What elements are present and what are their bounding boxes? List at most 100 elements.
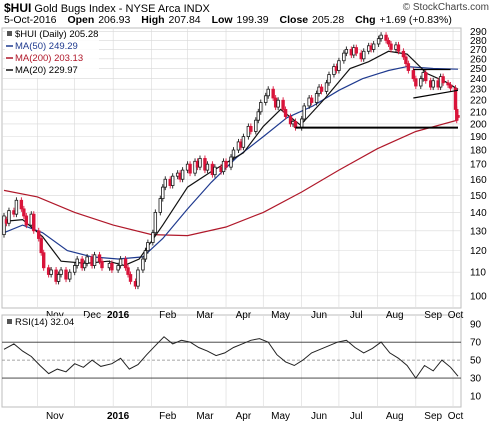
candle-body	[446, 82, 450, 86]
index-name: Gold Bugs Index - NYSE Arca INDX	[34, 3, 210, 15]
candle-body	[293, 121, 298, 129]
candle-body	[37, 230, 41, 239]
candle-body	[389, 43, 393, 50]
y-tick-label: 130	[470, 226, 487, 237]
low-label: Low	[211, 14, 233, 26]
rsi-y-tick-label: 30	[470, 374, 482, 385]
x-tick-label: 2016	[107, 310, 130, 321]
legend-rsi: RSI(14) 32.04	[15, 317, 74, 328]
candle-body	[379, 34, 383, 40]
candle-body	[302, 105, 306, 120]
open-label: Open	[67, 14, 95, 26]
close-label: Close	[279, 14, 309, 26]
high-value: 207.84	[168, 14, 201, 26]
candle-body	[404, 56, 408, 65]
candle-body	[249, 125, 253, 132]
quote-date: 5-Oct-2016	[4, 14, 57, 26]
candle-body	[41, 252, 46, 269]
legend-ma50: MA(50) 249.29	[15, 41, 78, 52]
grid	[2, 29, 461, 406]
candle-body	[82, 262, 87, 269]
candle-body	[116, 265, 120, 271]
x-tick-label: Aug	[386, 310, 404, 321]
candle-body	[401, 50, 406, 58]
candle-body	[406, 63, 411, 71]
rsi-y-tick-label: 50	[470, 356, 482, 367]
candle-body	[456, 115, 460, 118]
candle-body	[75, 258, 79, 266]
candle-body	[136, 269, 140, 287]
rsi-panel-frame	[1, 314, 462, 408]
y-tick-label: 270	[470, 45, 487, 56]
candle-body	[396, 44, 401, 52]
candle-body	[411, 70, 416, 80]
candle-body	[283, 109, 288, 117]
candle-body	[24, 215, 29, 226]
candle-body	[97, 254, 102, 262]
y-tick-label: 210	[470, 107, 487, 118]
rsi-y-tick-label: 10	[470, 392, 482, 403]
y-tick-label: 190	[470, 132, 487, 143]
annotations	[295, 68, 459, 129]
candle-body	[19, 199, 24, 210]
y-tick-label: 250	[470, 64, 487, 75]
y-tick-label: 240	[470, 74, 487, 85]
candle-body	[254, 119, 258, 132]
rsi-x-tick-label: Apr	[236, 411, 252, 422]
x-tick-label: May	[271, 310, 290, 321]
candle-body	[100, 260, 104, 269]
candle-body	[264, 95, 268, 103]
wedge-lower-line	[413, 89, 459, 99]
ma200-layer	[3, 119, 459, 237]
candle-body	[371, 43, 376, 50]
x-tick-label: Jun	[311, 310, 327, 321]
candle-body	[224, 160, 228, 168]
x-tick-label: Oct	[448, 310, 464, 321]
quote-line: 5-Oct-2016 Open 206.93 High 207.84 Low 1…	[4, 14, 452, 26]
candle-body	[256, 111, 260, 121]
candle-body	[39, 238, 43, 254]
rsi-x-tick-label: Aug	[386, 411, 404, 422]
candle-body	[14, 199, 19, 215]
y-tick-label: 110	[470, 268, 486, 279]
rsi-x-tick-label: May	[271, 411, 290, 422]
y-tick-label: 230	[470, 85, 487, 96]
candle-body	[170, 175, 175, 186]
candle-body	[259, 102, 263, 113]
candle-body	[229, 156, 233, 168]
candle-body	[32, 213, 36, 232]
candle-body	[276, 99, 280, 108]
candle-body	[266, 88, 270, 97]
candle-body	[180, 169, 185, 180]
candle-body	[424, 72, 428, 82]
candle-body	[49, 269, 53, 275]
x-tick-label: Feb	[159, 310, 177, 321]
candle-body	[188, 163, 192, 174]
open-value: 206.93	[98, 14, 131, 26]
rsi-x-tick-label: Mar	[196, 411, 214, 422]
brand-watermark: © StockCharts.com	[402, 2, 489, 13]
candle-body	[141, 258, 145, 271]
y-tick-label: 200	[470, 119, 487, 130]
candle-body	[344, 49, 349, 54]
candle-body	[153, 211, 158, 234]
symbol: $HUI	[4, 1, 32, 15]
rsi-x-tick-label: Jun	[311, 411, 327, 422]
candle-body	[431, 80, 435, 88]
candle-body	[384, 34, 388, 41]
candle-body	[85, 256, 89, 264]
candle-body	[337, 60, 341, 71]
candle-body	[7, 210, 11, 224]
rsi-x-tick-label: Feb	[159, 411, 177, 422]
candle-body	[362, 50, 366, 60]
ma200-line	[3, 119, 459, 237]
rsi-x-tick-label: Sep	[424, 411, 442, 422]
candles	[2, 32, 460, 290]
y-tick-label: 220	[470, 96, 487, 107]
candle-body	[68, 271, 72, 280]
rsi-y-tick-label: 70	[470, 338, 482, 349]
legend-price: $HUI (Daily) 205.28	[15, 29, 98, 40]
candle-body	[324, 82, 329, 92]
candle-body	[386, 40, 391, 45]
